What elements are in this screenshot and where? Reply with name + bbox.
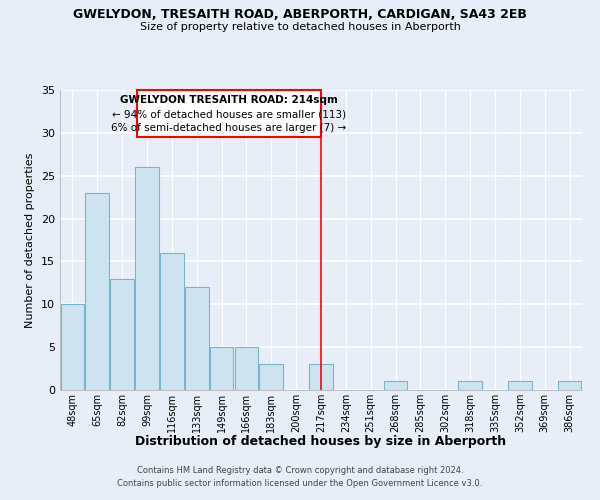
Bar — [210, 347, 233, 390]
Bar — [309, 364, 333, 390]
Text: GWELYDON TRESAITH ROAD: 214sqm: GWELYDON TRESAITH ROAD: 214sqm — [120, 95, 338, 105]
Bar — [384, 382, 407, 390]
Bar — [185, 287, 209, 390]
Bar — [135, 167, 159, 390]
FancyBboxPatch shape — [137, 90, 321, 137]
Text: Contains HM Land Registry data © Crown copyright and database right 2024.
Contai: Contains HM Land Registry data © Crown c… — [118, 466, 482, 487]
Bar — [558, 382, 581, 390]
Text: Size of property relative to detached houses in Aberporth: Size of property relative to detached ho… — [140, 22, 460, 32]
Text: Distribution of detached houses by size in Aberporth: Distribution of detached houses by size … — [136, 435, 506, 448]
Bar — [160, 253, 184, 390]
Bar — [235, 347, 258, 390]
Bar — [110, 278, 134, 390]
Bar — [508, 382, 532, 390]
Bar — [259, 364, 283, 390]
Text: GWELYDON, TRESAITH ROAD, ABERPORTH, CARDIGAN, SA43 2EB: GWELYDON, TRESAITH ROAD, ABERPORTH, CARD… — [73, 8, 527, 20]
Y-axis label: Number of detached properties: Number of detached properties — [25, 152, 35, 328]
Bar — [61, 304, 84, 390]
Bar — [85, 193, 109, 390]
Text: 6% of semi-detached houses are larger (7) →: 6% of semi-detached houses are larger (7… — [112, 124, 347, 134]
Bar — [458, 382, 482, 390]
Text: ← 94% of detached houses are smaller (113): ← 94% of detached houses are smaller (11… — [112, 110, 346, 120]
